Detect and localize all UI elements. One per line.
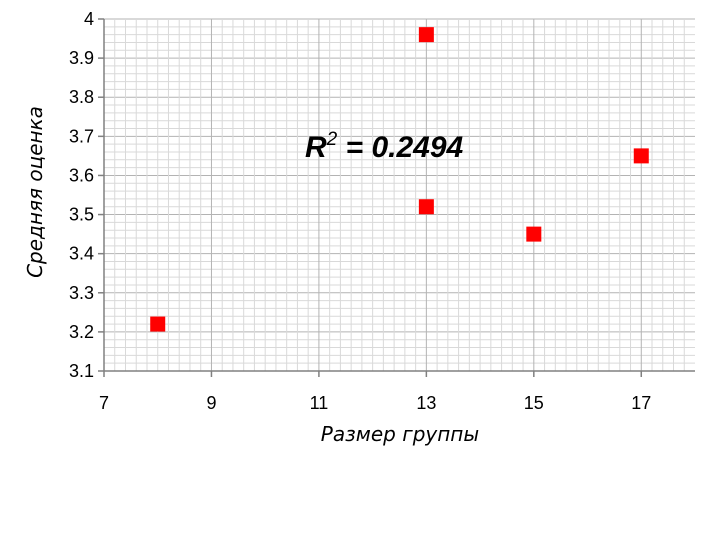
x-axis-title: Размер группы <box>321 422 479 446</box>
data-point <box>418 27 434 43</box>
axes <box>98 18 695 377</box>
data-point <box>150 316 166 332</box>
x-tick-label: 17 <box>631 393 651 413</box>
y-tick-label: 3.4 <box>69 244 94 264</box>
x-tick-label: 7 <box>99 393 109 413</box>
y-tick-label: 4 <box>84 9 94 29</box>
data-point <box>633 148 649 164</box>
x-tick-label: 15 <box>524 393 544 413</box>
y-tick-labels: 3.1 3.2 3.3 3.4 3.5 3.6 3.7 3.8 3.9 4 <box>69 9 94 381</box>
x-tick-label: 11 <box>310 393 329 413</box>
x-tick-label: 13 <box>416 393 436 413</box>
y-tick-label: 3.7 <box>69 126 94 146</box>
y-tick-label: 3.2 <box>69 322 94 342</box>
y-tick-label: 3.9 <box>69 48 94 68</box>
data-points <box>150 27 649 332</box>
y-tick-label: 3.8 <box>69 87 94 107</box>
grid-lines <box>104 18 695 371</box>
y-tick-label: 3.6 <box>69 165 94 185</box>
y-tick-label: 3.3 <box>69 283 94 303</box>
data-point <box>526 226 542 242</box>
x-tick-labels: 7 9 11 13 15 17 <box>99 393 651 413</box>
y-axis-title: Средняя оценка <box>23 106 47 278</box>
y-tick-label: 3.5 <box>69 205 94 225</box>
y-tick-label: 3.1 <box>69 361 94 381</box>
r-squared-annotation: R2 = 0.2494 <box>305 129 464 164</box>
x-tick-label: 9 <box>206 393 216 413</box>
data-point <box>418 199 434 215</box>
